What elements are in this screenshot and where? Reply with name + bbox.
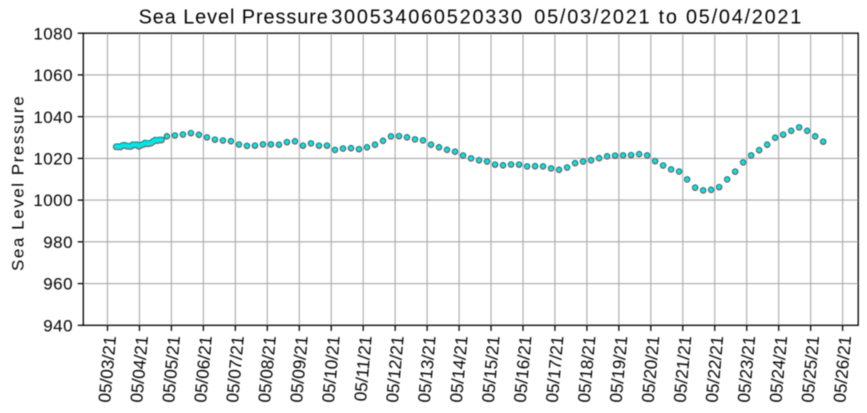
svg-text:Sea Level Pressure: Sea Level Pressure <box>8 95 27 271</box>
svg-text:05/03/2021 to 05/04/2021: 05/03/2021 to 05/04/2021 <box>534 7 803 29</box>
svg-text:940: 940 <box>43 316 73 335</box>
svg-text:1080: 1080 <box>33 24 73 43</box>
svg-text:1000: 1000 <box>33 191 73 210</box>
svg-text:1060: 1060 <box>33 66 73 85</box>
svg-text:Sea Level Pressure: Sea Level Pressure <box>139 7 329 29</box>
svg-text:300534060520330: 300534060520330 <box>331 7 524 29</box>
svg-text:1020: 1020 <box>33 149 73 168</box>
svg-text:980: 980 <box>43 233 73 252</box>
svg-text:960: 960 <box>43 275 73 294</box>
svg-text:1040: 1040 <box>33 108 73 127</box>
